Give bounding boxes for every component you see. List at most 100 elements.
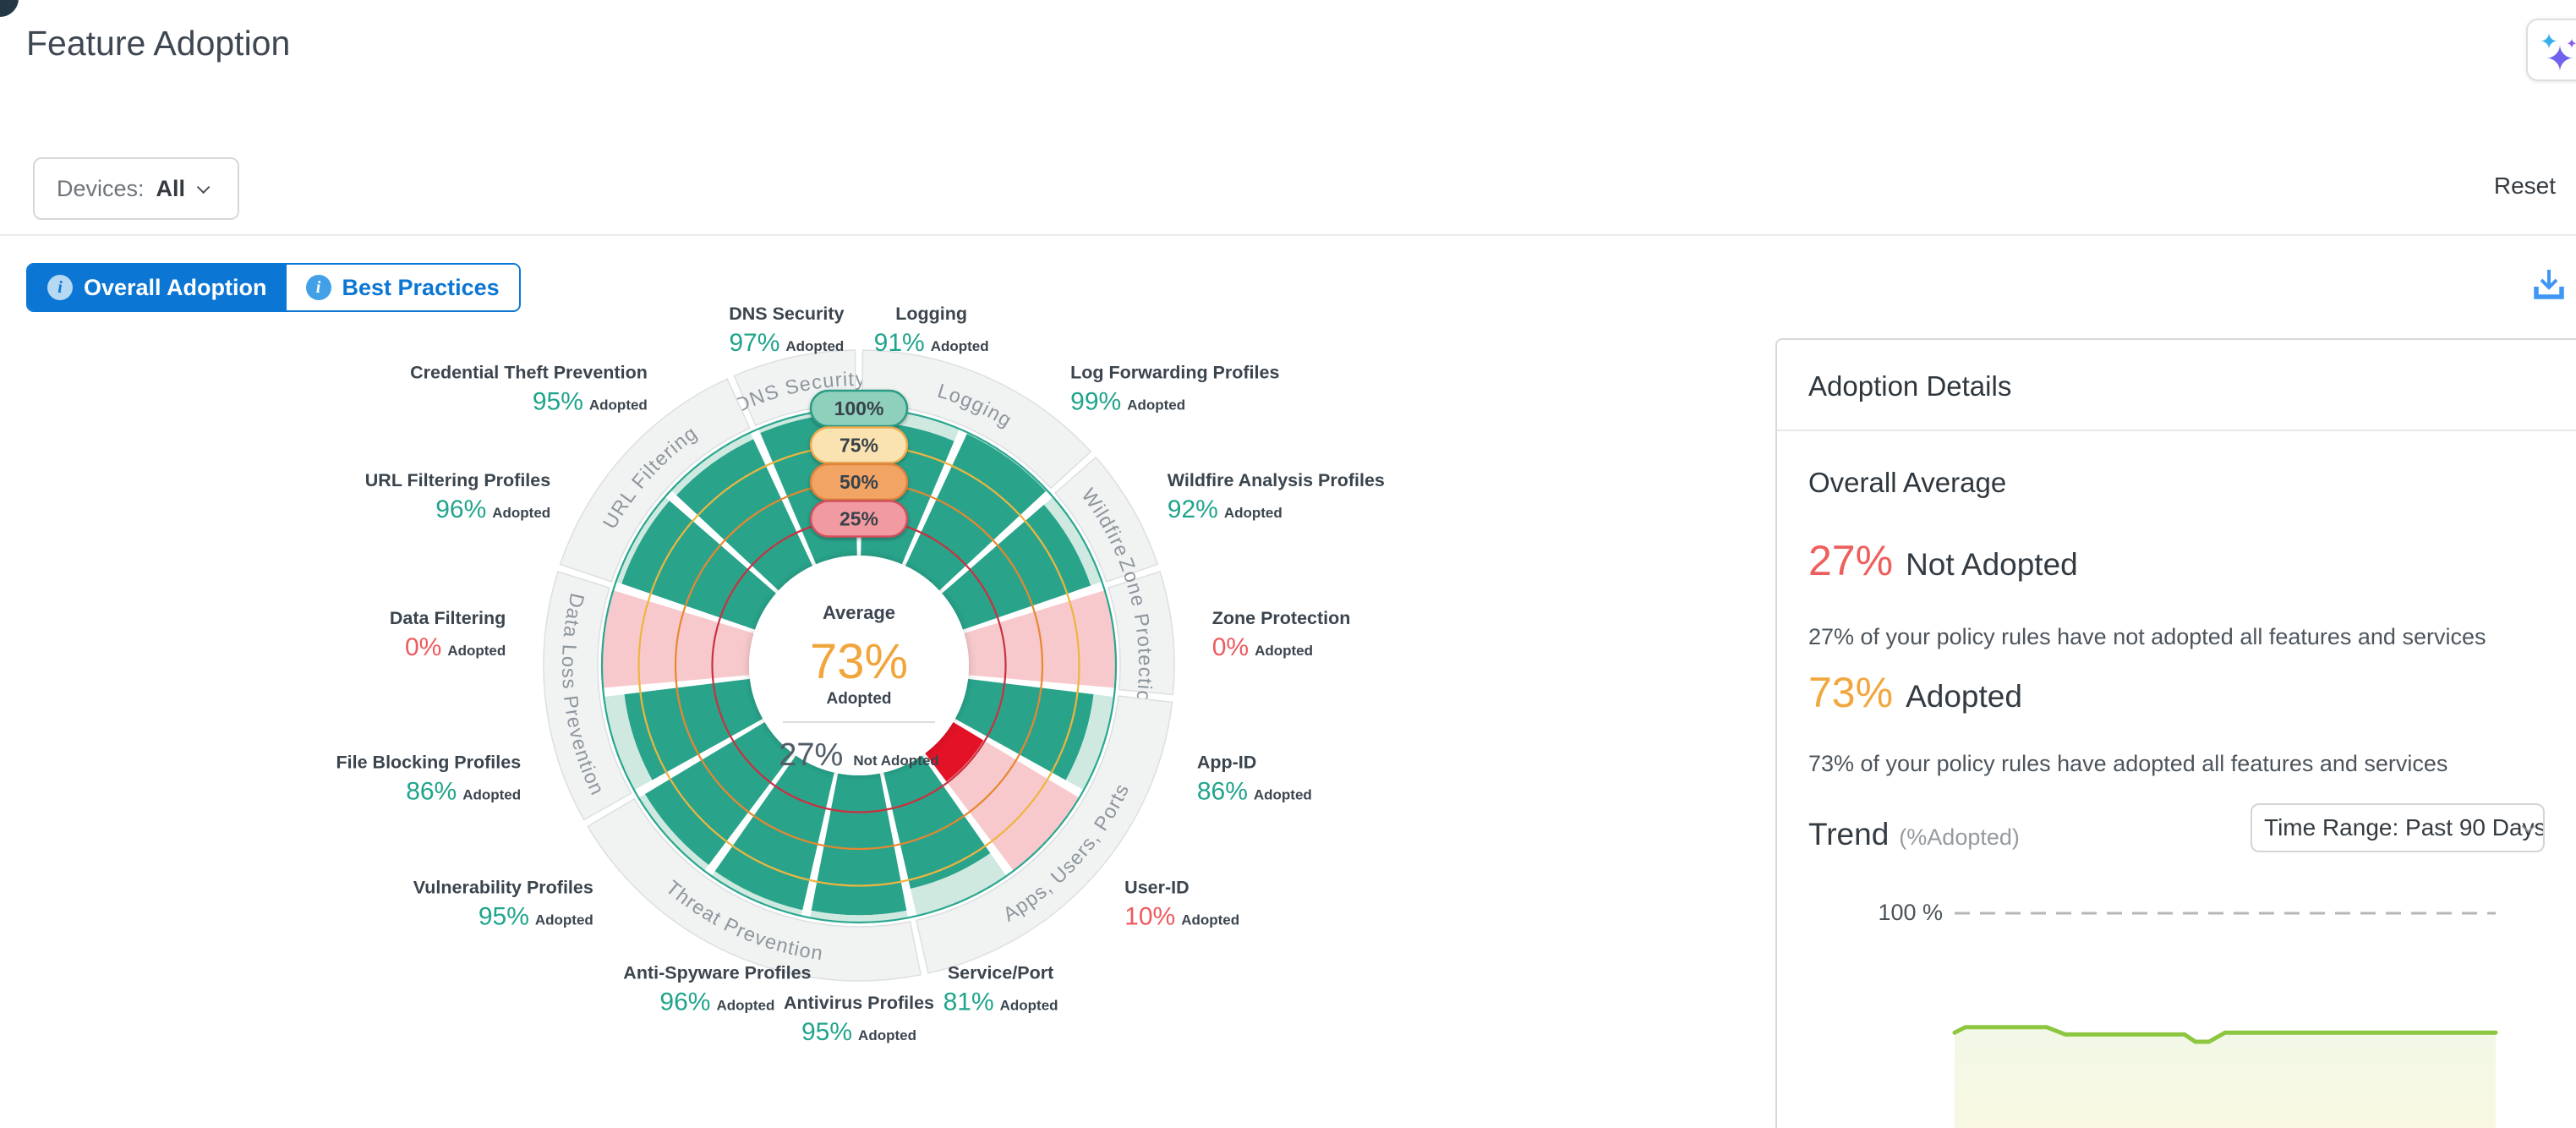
feature-wedge-url-filtering-profiles[interactable]: [615, 496, 776, 630]
feature-wedge-user-id[interactable]: [925, 721, 1080, 871]
svg-text:96%Adopted: 96% Adopted: [659, 988, 774, 1016]
feature-label-zone-protection: Zone Protection 0% Adopted: [1212, 608, 1351, 661]
tab-label: Overall Adoption: [84, 274, 267, 300]
time-range-value: Time Range: Past 90 Days: [2264, 814, 2545, 841]
svg-text:50%: 50%: [840, 471, 878, 493]
feature-wedge-vulnerability-profiles[interactable]: [638, 721, 793, 871]
svg-text:Logging: Logging: [895, 304, 967, 324]
svg-text:86%Adopted: 86% Adopted: [1197, 777, 1312, 805]
svg-text:Wildfire Analysis Profiles: Wildfire Analysis Profiles: [1168, 470, 1385, 490]
svg-text:10%Adopted: 10% Adopted: [1124, 903, 1239, 931]
trend-subtitle: (%Adopted): [1899, 824, 2020, 850]
ring-tick-100-: 100%: [809, 389, 909, 428]
feature-label-dns-security: DNS Security 97% Adopted: [729, 304, 844, 357]
devices-value: All: [156, 175, 186, 201]
feature-label-vulnerability-profiles: Vulnerability Profiles 95% Adopted: [413, 878, 593, 931]
feature-label-data-filtering: Data Filtering 0% Adopted: [390, 608, 506, 661]
ring-tick-50-: 50%: [809, 463, 909, 501]
svg-text:99%Adopted: 99% Adopted: [1070, 388, 1185, 416]
chevron-down-icon: [196, 180, 211, 194]
reset-button[interactable]: Reset: [2493, 172, 2556, 199]
feature-label-service-port: Service/Port 81% Adopted: [943, 962, 1058, 1016]
category-arc-dns-security: [733, 349, 856, 427]
svg-text:0%Adopted: 0% Adopted: [1212, 633, 1313, 661]
svg-text:User-ID: User-ID: [1124, 878, 1189, 898]
panel-divider: [1777, 430, 2576, 431]
svg-text:95%Adopted: 95% Adopted: [801, 1018, 916, 1046]
svg-text:Vulnerability Profiles: Vulnerability Profiles: [413, 878, 593, 898]
sparkle-icon: ✦: [2566, 37, 2576, 52]
not-adopted-stat: 27% Not Adopted: [1808, 536, 2078, 585]
center-average-title: Average: [823, 602, 895, 623]
category-arc-wildfire: [1054, 456, 1159, 583]
feature-label-antivirus-profiles: Antivirus Profiles 95% Adopted: [784, 993, 934, 1046]
svg-text:91%Adopted: 91% Adopted: [874, 329, 989, 357]
trend-y-axis-label: 100 %: [1878, 900, 1943, 925]
info-icon: i: [305, 275, 331, 300]
feature-label-user-id: User-ID 10% Adopted: [1124, 878, 1239, 931]
svg-text:75%: 75%: [840, 435, 878, 457]
svg-text:DNS Security: DNS Security: [729, 304, 844, 324]
center-not-adopted: 27% Not Adopted: [779, 737, 938, 773]
svg-text:Anti-Spyware Profiles: Anti-Spyware Profiles: [623, 962, 811, 983]
svg-text:Antivirus Profiles: Antivirus Profiles: [784, 993, 934, 1013]
chart-center: Average 73%Adopted 27% Not Adopted: [749, 556, 969, 775]
center-adopted-percentage: 73%: [810, 634, 908, 689]
feature-label-credential-theft-prevention: Credential Theft Prevention 95% Adopted: [410, 363, 648, 416]
category-arc-data-loss-prevention: [543, 571, 632, 821]
sparkle-icon: ✦: [2540, 29, 2558, 54]
time-range-dropdown[interactable]: Time Range: Past 90 Days: [2251, 803, 2545, 852]
feature-wedge-antivirus-profiles[interactable]: [809, 773, 909, 923]
adopted-label: Adopted: [1906, 679, 2022, 714]
feature-wedge-app-id[interactable]: [954, 678, 1114, 791]
svg-text:25%: 25%: [840, 508, 878, 530]
toolbar-divider: [0, 234, 2576, 236]
adopted-stat: 73% Adopted: [1808, 668, 2022, 717]
trend-title: Trend: [1808, 817, 1890, 851]
download-icon: [2534, 270, 2564, 299]
category-arc-logging: [861, 349, 1092, 490]
trend-area-chart: [1952, 912, 2498, 1128]
center-adopted-label: Adopted: [826, 690, 891, 708]
feature-wedge-anti-spyware-profiles[interactable]: [711, 755, 834, 917]
svg-text:96%Adopted: 96% Adopted: [435, 496, 550, 523]
trend-chart: 100 %: [1777, 881, 2504, 1128]
ring-tick-25-: 25%: [809, 500, 909, 538]
not-adopted-label: Not Adopted: [1906, 547, 2078, 582]
svg-text:95%Adopted: 95% Adopted: [533, 388, 648, 416]
panel-title: Adoption Details: [1808, 370, 2012, 402]
svg-text:Log Forwarding Profiles: Log Forwarding Profiles: [1070, 363, 1279, 383]
svg-text:95%Adopted: 95% Adopted: [479, 903, 593, 931]
tab-overall-adoption[interactable]: i Overall Adoption: [28, 265, 287, 310]
feature-wedge-service-port[interactable]: [883, 755, 1007, 917]
adoption-details-panel: Adoption Details Overall Average 27% Not…: [1775, 338, 2576, 1128]
tab-best-practices[interactable]: i Best Practices: [286, 265, 519, 310]
download-button[interactable]: [2529, 266, 2569, 306]
feature-wedge-wildfire-analysis-profiles[interactable]: [942, 496, 1102, 630]
overall-average-heading: Overall Average: [1808, 467, 2007, 498]
svg-text:92%Adopted: 92% Adopted: [1168, 496, 1283, 523]
info-icon: i: [47, 275, 73, 300]
svg-text:Data Filtering: Data Filtering: [390, 608, 506, 628]
devices-label: Devices:: [57, 175, 145, 201]
svg-text:Service/Port: Service/Port: [948, 962, 1053, 983]
svg-text:URL Filtering Profiles: URL Filtering Profiles: [365, 470, 550, 490]
svg-text:0%Adopted: 0% Adopted: [405, 633, 506, 661]
feature-wedge-log-forwarding-profiles[interactable]: [905, 432, 1047, 591]
feature-label-url-filtering-profiles: URL Filtering Profiles 96% Adopted: [365, 470, 550, 523]
ai-assistant-button[interactable]: ✦ ✦ ✦: [2526, 19, 2576, 81]
feature-wedge-file-blocking-profiles[interactable]: [604, 678, 763, 791]
feature-label-log-forwarding-profiles: Log Forwarding Profiles 99% Adopted: [1070, 363, 1279, 416]
devices-filter-dropdown[interactable]: Devices: All: [33, 157, 239, 220]
window-corner-accent: [0, 0, 19, 17]
feature-label-app-id: App-ID 86% Adopted: [1197, 752, 1312, 805]
category-arc-apps-users-ports: [916, 695, 1173, 974]
svg-text:App-ID: App-ID: [1197, 752, 1256, 772]
svg-text:81%Adopted: 81% Adopted: [943, 988, 1058, 1016]
ring-tick-75-: 75%: [809, 426, 909, 464]
feature-wedge-credential-theft-prevention[interactable]: [670, 432, 813, 591]
tab-label: Best Practices: [342, 274, 500, 300]
feature-label-wildfire-analysis-profiles: Wildfire Analysis Profiles 92% Adopted: [1168, 470, 1385, 523]
